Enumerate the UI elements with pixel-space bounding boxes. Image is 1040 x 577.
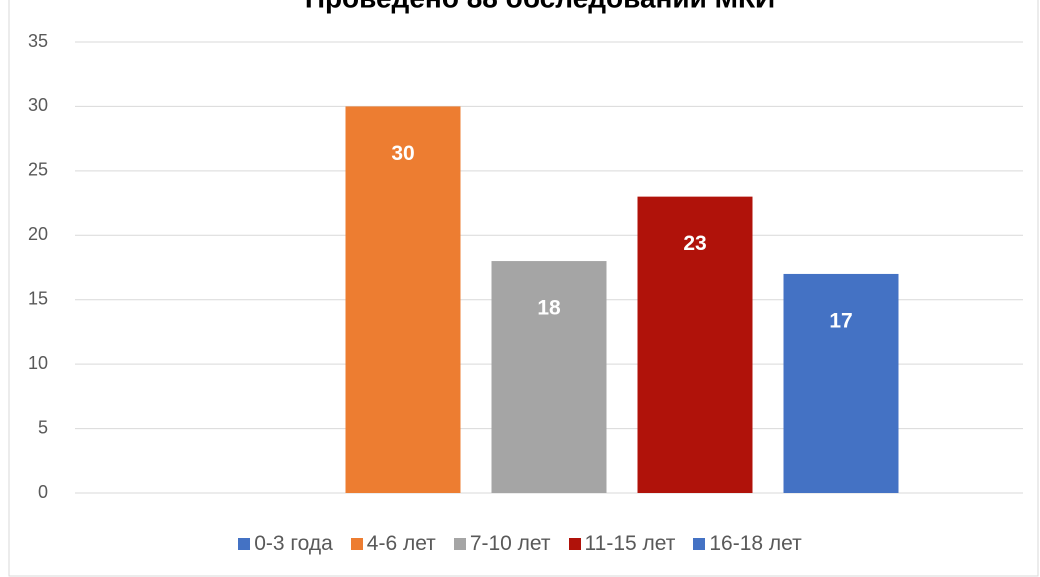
legend-label: 4-6 лет xyxy=(366,532,436,555)
bar xyxy=(491,261,607,493)
legend-item: 0-3 года xyxy=(238,532,333,556)
y-tick-label: 30 xyxy=(28,95,48,115)
legend-swatch xyxy=(568,538,581,550)
bar xyxy=(637,196,753,493)
legend: 0-3 года 4-6 лет 7-10 лет 11-15 лет 16-18 ле… xyxy=(0,532,1040,556)
legend-swatch xyxy=(693,538,706,550)
data-label: 30 xyxy=(391,142,414,165)
legend-swatch xyxy=(350,538,363,550)
y-tick-label: 10 xyxy=(28,353,48,373)
chart-title: Проведено 88 обследований МКИ xyxy=(305,0,775,13)
data-label: 17 xyxy=(829,309,852,332)
y-tick-label: 25 xyxy=(28,160,48,180)
legend-item: 4-6 лет xyxy=(350,532,436,556)
legend-label: 16-18 лет xyxy=(709,532,802,555)
y-tick-label: 15 xyxy=(28,288,48,308)
legend-item: 16-18 лет xyxy=(693,532,802,556)
data-label: 23 xyxy=(683,232,706,255)
bar xyxy=(345,106,461,493)
data-label: 18 xyxy=(537,297,561,320)
y-tick-label: 5 xyxy=(38,417,48,437)
legend-item: 11-15 лет xyxy=(568,532,676,556)
legend-label: 7-10 лет xyxy=(469,532,551,555)
y-tick-label: 35 xyxy=(28,31,48,51)
legend-swatch xyxy=(453,538,466,550)
legend-label: 0-3 года xyxy=(254,532,333,555)
legend-label: 11-15 лет xyxy=(584,532,676,555)
legend-item: 7-10 лет xyxy=(453,532,551,556)
legend-swatch xyxy=(238,538,251,550)
y-tick-label: 20 xyxy=(28,224,48,244)
y-tick-label: 0 xyxy=(38,482,48,502)
bar xyxy=(783,273,899,493)
